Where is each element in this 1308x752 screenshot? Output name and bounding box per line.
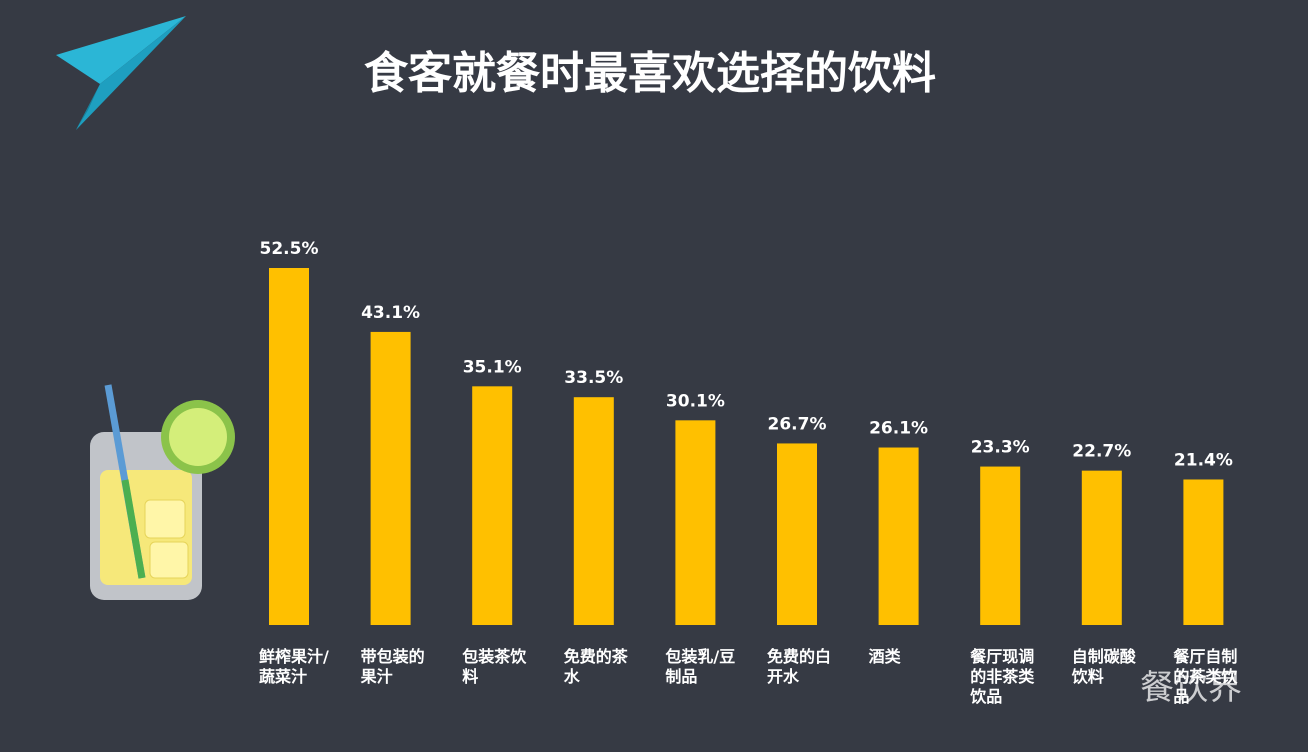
bar xyxy=(370,331,411,625)
chart-title: 食客就餐时最喜欢选择的饮料 xyxy=(364,48,936,99)
watermark: 餐饮界 xyxy=(1140,668,1242,708)
value-label: 30.1% xyxy=(666,391,725,411)
bar xyxy=(777,443,817,625)
value-label: 21.4% xyxy=(1174,450,1233,470)
value-label: 23.3% xyxy=(971,438,1030,458)
bar xyxy=(573,397,614,625)
drink-illustration xyxy=(90,384,235,600)
bar xyxy=(472,386,513,625)
bar xyxy=(675,420,716,625)
x-tick-label: 免费的白开水 xyxy=(767,647,832,686)
x-tick-label: 包装乳/豆制品 xyxy=(665,647,736,686)
bar xyxy=(1081,470,1122,625)
value-label: 52.5% xyxy=(260,239,319,259)
x-tick-label: 免费的茶水 xyxy=(563,647,628,686)
bar xyxy=(878,447,919,625)
x-tick-label: 自制碳酸饮料 xyxy=(1071,647,1136,686)
bar xyxy=(980,466,1021,625)
value-label: 35.1% xyxy=(463,357,522,377)
value-label: 33.5% xyxy=(564,368,623,388)
value-label: 43.1% xyxy=(361,303,420,323)
x-tick-label: 带包装的果汁 xyxy=(360,647,425,686)
x-tick-label: 包装茶饮料 xyxy=(462,647,527,686)
x-tick-label: 餐厅自制的茶类饮品 xyxy=(1173,647,1238,706)
x-tick-label: 酒类 xyxy=(868,647,901,666)
bar xyxy=(269,268,309,625)
value-label: 26.1% xyxy=(869,419,928,439)
value-label: 22.7% xyxy=(1072,442,1131,462)
x-tick-label: 餐厅现调的非茶类饮品 xyxy=(970,647,1035,706)
paper-plane-icon xyxy=(56,16,186,130)
x-tick-label: 鲜榨果汁/蔬菜汁 xyxy=(259,647,329,686)
bar xyxy=(1183,479,1224,625)
value-label: 26.7% xyxy=(768,414,827,434)
